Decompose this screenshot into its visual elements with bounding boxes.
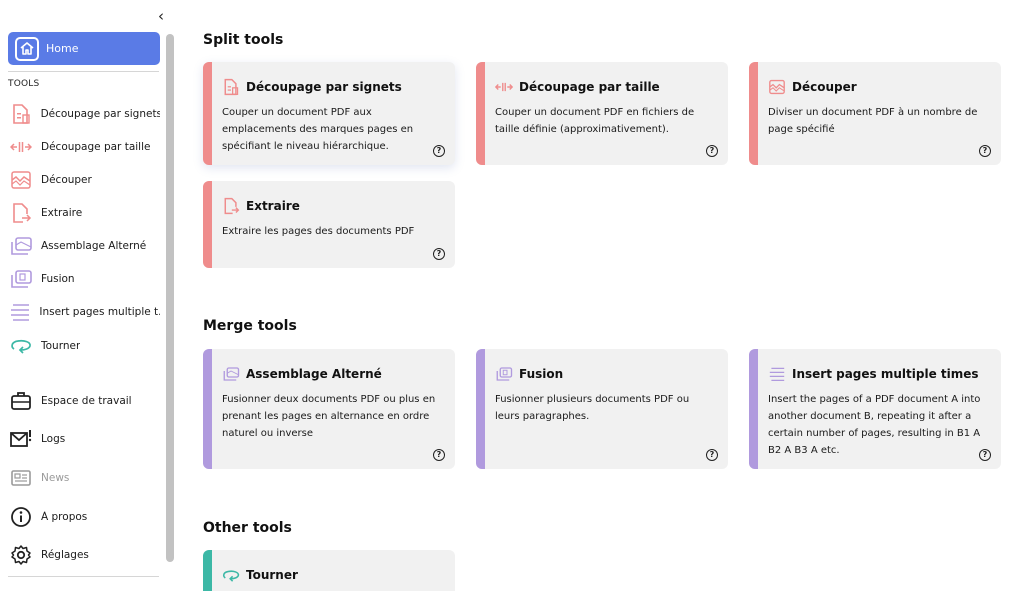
bookmark-split-icon — [222, 78, 240, 96]
card-accent-bar — [476, 62, 485, 165]
sidebar-item-label: À propos — [41, 511, 88, 523]
size-split-icon — [495, 78, 513, 96]
tool-card-insert-multiple[interactable]: Insert pages multiple times Insert the p… — [749, 349, 1001, 469]
merge-icon — [8, 267, 34, 291]
card-title: Insert pages multiple times — [792, 367, 979, 381]
size-split-icon — [8, 135, 34, 159]
section-title-split: Split tools — [203, 32, 284, 48]
card-accent-bar — [749, 349, 758, 469]
help-icon[interactable]: ? — [979, 145, 991, 157]
tool-card-rotate[interactable]: Tourner — [203, 550, 455, 591]
help-icon[interactable]: ? — [706, 145, 718, 157]
bookmark-split-icon — [8, 102, 34, 126]
sidebar-item-extract[interactable]: Extraire — [8, 200, 160, 226]
sidebar-item-settings[interactable]: Réglages — [8, 542, 160, 568]
sidebar-item-workspace[interactable]: Espace de travail — [8, 388, 160, 414]
merge-icon — [495, 365, 513, 383]
settings-icon — [8, 543, 34, 567]
sidebar-item-home[interactable]: Home — [8, 32, 160, 65]
sidebar-scrollbar[interactable] — [166, 34, 174, 562]
sidebar-item-label: Découpage par signets — [40, 108, 160, 120]
split-wave-icon — [768, 78, 786, 96]
card-title: Assemblage Alterné — [246, 367, 382, 381]
sidebar-item-alternate-mix[interactable]: Assemblage Alterné — [8, 233, 160, 259]
card-accent-bar — [203, 62, 212, 165]
card-description: Couper un document PDF aux emplacements … — [222, 107, 414, 152]
card-description: Diviser un document PDF à un nombre de p… — [768, 107, 978, 135]
sidebar-item-logs[interactable]: Logs — [8, 426, 160, 452]
workspace-icon — [8, 389, 34, 413]
home-icon — [15, 36, 39, 61]
section-title-other: Other tools — [203, 520, 292, 536]
sidebar-item-label: Réglages — [41, 549, 89, 561]
sidebar-item-insert-multiple[interactable]: Insert pages multiple t... — [8, 299, 160, 325]
extract-icon — [8, 201, 34, 225]
card-accent-bar — [476, 349, 485, 469]
sidebar-item-label: News — [41, 472, 70, 484]
sidebar: ‹ Home TOOLS Découpage par signets Décou… — [0, 0, 178, 591]
card-description: Fusionner deux documents PDF ou plus en … — [222, 394, 436, 439]
card-accent-bar — [203, 181, 212, 268]
sidebar-item-label: Tourner — [41, 340, 81, 352]
sidebar-item-split[interactable]: Découper — [8, 167, 160, 193]
insert-multiple-icon — [8, 300, 32, 324]
tool-card-bookmark-split[interactable]: Découpage par signets Couper un document… — [203, 62, 455, 165]
tool-card-alternate-mix[interactable]: Assemblage Alterné Fusionner deux docume… — [203, 349, 455, 469]
logs-icon — [8, 427, 34, 451]
tool-card-merge[interactable]: Fusion Fusionner plusieurs documents PDF… — [476, 349, 728, 469]
tool-card-split[interactable]: Découper Diviser un document PDF à un no… — [749, 62, 1001, 165]
sidebar-item-merge[interactable]: Fusion — [8, 266, 160, 292]
rotate-icon — [222, 566, 240, 584]
help-icon[interactable]: ? — [433, 248, 445, 260]
card-title: Tourner — [246, 568, 298, 582]
help-icon[interactable]: ? — [706, 449, 718, 461]
tools-heading: TOOLS — [8, 79, 40, 89]
card-title: Découpage par signets — [246, 80, 402, 94]
card-accent-bar — [203, 349, 212, 469]
alternate-mix-icon — [222, 365, 240, 383]
help-icon[interactable]: ? — [433, 145, 445, 157]
sidebar-item-about[interactable]: À propos — [8, 504, 160, 530]
sidebar-item-label: Logs — [41, 433, 66, 445]
tool-card-extract[interactable]: Extraire Extraire les pages des document… — [203, 181, 455, 268]
insert-multiple-icon — [768, 365, 786, 383]
sidebar-item-label: Découpage par taille — [41, 141, 151, 153]
sidebar-item-label: Insert pages multiple t... — [39, 306, 160, 318]
rotate-icon — [8, 334, 34, 358]
card-title: Découpage par taille — [519, 80, 660, 94]
news-icon — [8, 466, 34, 490]
collapse-sidebar-button[interactable]: ‹ — [158, 7, 164, 25]
card-title: Extraire — [246, 199, 300, 213]
sidebar-item-label: Home — [46, 42, 79, 55]
help-icon[interactable]: ? — [979, 449, 991, 461]
sidebar-item-label: Extraire — [41, 207, 83, 219]
extract-icon — [222, 197, 240, 215]
section-title-merge: Merge tools — [203, 318, 297, 334]
main-content: Split tools Découpage par signets Couper… — [184, 0, 1024, 591]
tool-card-size-split[interactable]: Découpage par taille Couper un document … — [476, 62, 728, 165]
card-description: Fusionner plusieurs documents PDF ou leu… — [495, 394, 690, 422]
sidebar-item-label: Découper — [41, 174, 92, 186]
card-title: Découper — [792, 80, 857, 94]
sidebar-item-label: Assemblage Alterné — [41, 240, 147, 252]
alternate-mix-icon — [8, 234, 34, 258]
help-icon[interactable]: ? — [433, 449, 445, 461]
card-description: Couper un document PDF en fichiers de ta… — [495, 107, 695, 135]
split-wave-icon — [8, 168, 34, 192]
divider — [8, 71, 159, 72]
sidebar-item-label: Espace de travail — [41, 395, 132, 407]
divider — [8, 576, 159, 577]
card-title: Fusion — [519, 367, 564, 381]
card-description: Extraire les pages des documents PDF — [222, 226, 415, 237]
sidebar-item-bookmark-split[interactable]: Découpage par signets — [8, 101, 160, 127]
sidebar-item-label: Fusion — [41, 273, 75, 285]
sidebar-item-news[interactable]: News — [8, 465, 160, 491]
card-description: Insert the pages of a PDF document A int… — [768, 394, 981, 456]
sidebar-item-size-split[interactable]: Découpage par taille — [8, 134, 160, 160]
info-icon — [8, 505, 34, 529]
card-accent-bar — [203, 550, 212, 591]
sidebar-item-rotate[interactable]: Tourner — [8, 333, 160, 359]
card-accent-bar — [749, 62, 758, 165]
